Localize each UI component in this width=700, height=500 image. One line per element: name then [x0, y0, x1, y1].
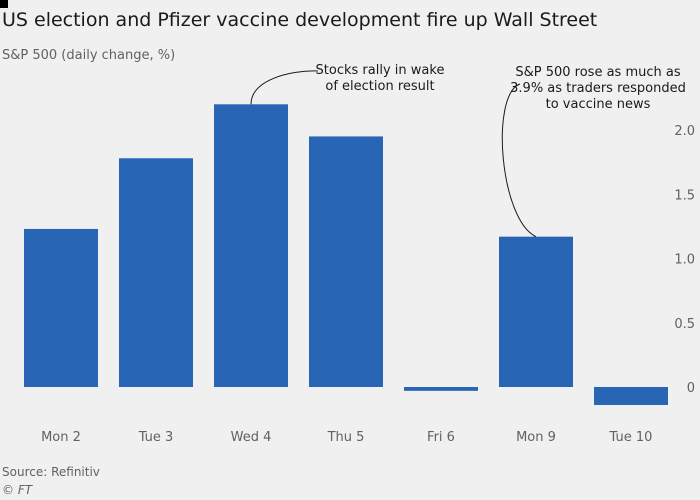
y-tick-label: 2.0: [674, 124, 695, 139]
corner-mark: [0, 0, 8, 8]
y-tick-label: 0.5: [674, 317, 695, 332]
y-axis-ticks: 0 0.5 1.0 1.5 2.0: [674, 124, 695, 396]
y-tick-label: 1.0: [674, 253, 695, 268]
x-tick-label: Thu 5: [327, 430, 365, 445]
source-note: Source: Refinitiv: [2, 465, 100, 479]
bar-tue-10: [594, 387, 668, 405]
x-tick-label: Tue 10: [609, 430, 653, 445]
annotation-text: of election result: [325, 79, 434, 94]
annotation-leader-line: [250, 70, 319, 105]
annotation-text: 3.9% as traders responded: [510, 81, 686, 96]
ft-credit: © FT: [2, 483, 33, 497]
annotation-text: to vaccine news: [546, 97, 651, 112]
annotation-text: S&P 500 rose as much as: [515, 65, 680, 80]
annotation-text: Stocks rally in wake: [316, 63, 445, 78]
y-tick-label: 1.5: [674, 188, 695, 203]
chart-title: US election and Pfizer vaccine developme…: [2, 9, 598, 31]
x-tick-label: Fri 6: [427, 430, 455, 445]
x-tick-label: Mon 9: [516, 430, 556, 445]
bar-thu-5: [309, 136, 383, 387]
bar-mon-9: [499, 236, 573, 387]
chart-subtitle: S&P 500 (daily change, %): [2, 48, 176, 63]
annotation-leader-line: [501, 83, 537, 238]
bars-layer: [24, 104, 668, 405]
y-tick-label: 0: [687, 381, 695, 396]
bar-mon-2: [24, 228, 98, 387]
bar-fri-6: [404, 387, 478, 391]
x-tick-label: Mon 2: [41, 430, 81, 445]
bar-wed-4: [214, 104, 288, 388]
bar-tue-3: [119, 158, 193, 387]
x-tick-label: Tue 3: [138, 430, 174, 445]
x-tick-label: Wed 4: [231, 430, 272, 445]
x-axis-ticks: Mon 2 Tue 3 Wed 4 Thu 5 Fri 6 Mon 9 Tue 10: [41, 430, 652, 445]
